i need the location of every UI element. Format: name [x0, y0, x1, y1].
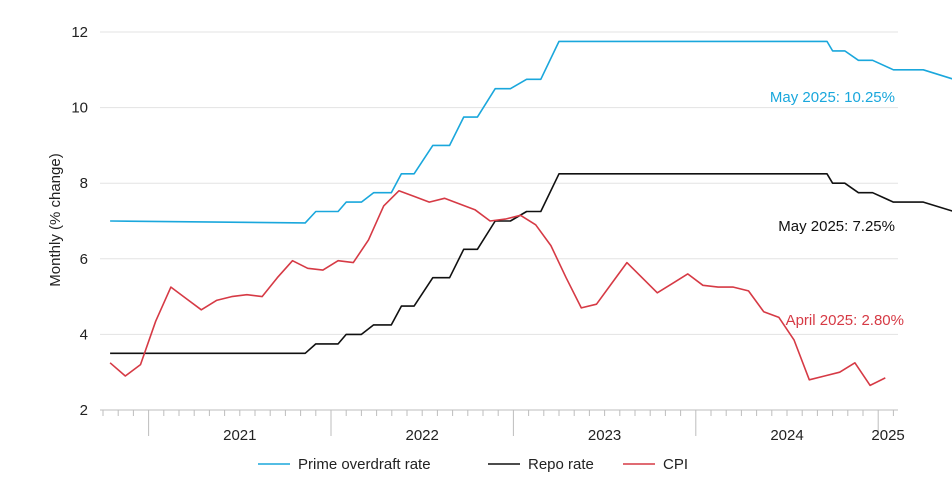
series-lines: [109, 40, 952, 387]
legend-item-prime: Prime overdraft rate: [258, 456, 431, 473]
y-tick-label-12: 12: [71, 24, 88, 41]
legend-label-repo: Repo rate: [528, 456, 594, 473]
y-tick-label-6: 6: [80, 251, 88, 268]
series-line-prime-overdraft-rate: [110, 40, 952, 224]
legend-item-repo: Repo rate: [488, 456, 594, 473]
series-line-cpi: [109, 190, 886, 387]
y-tick-label-4: 4: [80, 326, 88, 343]
x-tick-label-2023: 2023: [588, 427, 621, 444]
legend-label-prime: Prime overdraft rate: [298, 456, 431, 473]
y-tick-label-10: 10: [71, 100, 88, 117]
legend-item-cpi: CPI: [623, 456, 688, 473]
x-tick-label-2022: 2022: [406, 427, 439, 444]
y-axis-label: Monthly (% change): [47, 153, 64, 286]
x-tick-label-2025: 2025: [871, 427, 904, 444]
series-line-repo-rate: [110, 173, 952, 355]
legend: Prime overdraft rate Repo rate CPI: [258, 456, 688, 473]
y-tick-label-2: 2: [80, 402, 88, 419]
y-tick-label-8: 8: [80, 175, 88, 192]
x-axis: 2021 2022 2023 2024 2025: [100, 409, 905, 444]
annotation-cpi: April 2025: 2.80%: [786, 312, 904, 329]
y-axis-ticks: 2 4 6 8 10 12: [71, 24, 88, 419]
legend-label-cpi: CPI: [663, 456, 688, 473]
annotation-repo-rate: May 2025: 7.25%: [778, 218, 895, 235]
x-tick-label-2024: 2024: [770, 427, 803, 444]
x-tick-label-2021: 2021: [223, 427, 256, 444]
annotation-prime-rate: May 2025: 10.25%: [770, 89, 895, 106]
